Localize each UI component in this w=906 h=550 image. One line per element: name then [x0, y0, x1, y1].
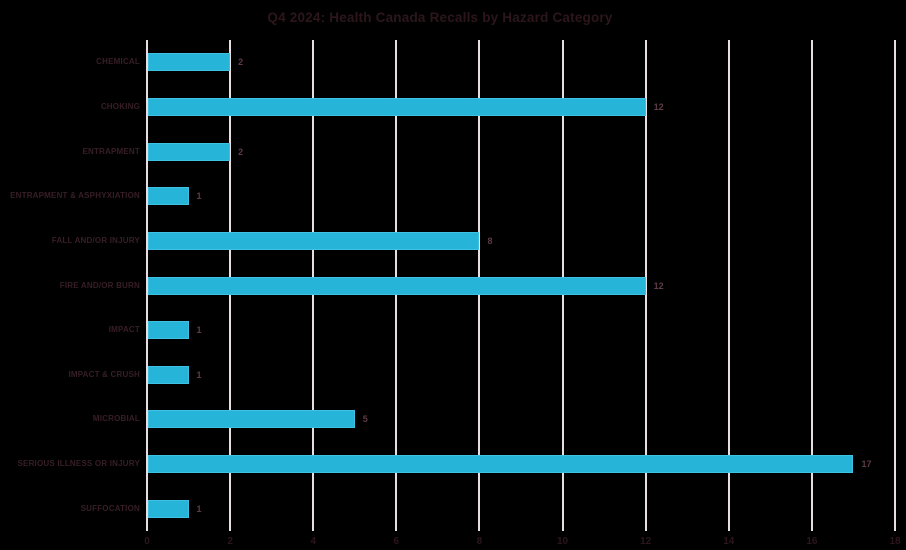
- bar-value-label: 1: [196, 503, 202, 514]
- category-label: MICROBIAL: [92, 414, 140, 424]
- bar: [148, 142, 231, 161]
- gridline: [894, 40, 896, 531]
- bar: [148, 365, 189, 384]
- category-label: SERIOUS ILLNESS OR INJURY: [17, 459, 140, 469]
- x-tick-label: 18: [889, 536, 901, 547]
- x-tick-label: 14: [723, 536, 735, 547]
- x-tick-label: 4: [310, 536, 316, 547]
- x-tick-label: 8: [476, 536, 483, 547]
- bar-value-label: 8: [487, 235, 493, 246]
- y-axis-line: [146, 40, 148, 531]
- gridline: [727, 40, 730, 531]
- gridline: [644, 40, 647, 531]
- bar-value-label: 5: [362, 414, 368, 425]
- bar: [148, 97, 646, 116]
- bar-value-label: 17: [861, 459, 872, 470]
- bar: [148, 53, 231, 72]
- bar-value-label: 1: [196, 325, 202, 336]
- category-label: IMPACT: [108, 325, 140, 335]
- category-label: FALL AND/OR INJURY: [51, 235, 140, 245]
- gridline: [810, 40, 813, 531]
- x-tick-label: 0: [144, 536, 150, 547]
- bar-value-label: 2: [238, 146, 244, 157]
- category-label: FIRE AND/OR BURN: [59, 280, 140, 290]
- x-tick-label: 6: [393, 536, 400, 547]
- bar: [148, 455, 854, 474]
- x-tick-label: 12: [640, 536, 652, 547]
- category-label: CHEMICAL: [96, 57, 140, 67]
- bar: [148, 499, 189, 518]
- category-label: ENTRAPMENT & ASPHYXIATION: [10, 191, 140, 201]
- bar-value-label: 1: [196, 191, 202, 202]
- category-label: IMPACT & CRUSH: [68, 369, 140, 379]
- bar: [148, 321, 189, 340]
- bar: [148, 187, 189, 206]
- bar-value-label: 2: [238, 57, 244, 68]
- bar: [148, 410, 355, 429]
- category-label: ENTRAPMENT: [82, 146, 140, 156]
- bar-value-label: 1: [196, 369, 202, 380]
- x-tick-label: 16: [806, 536, 818, 547]
- x-tick-label: 2: [227, 536, 233, 547]
- bar-value-label: 12: [653, 101, 664, 112]
- bar-value-label: 12: [653, 280, 664, 291]
- category-label: CHOKING: [100, 101, 140, 111]
- bar: [148, 231, 480, 250]
- x-tick-label: 10: [556, 536, 569, 547]
- category-label: SUFFOCATION: [80, 503, 140, 513]
- chart-title: Q4 2024: Health Canada Recalls by Hazard…: [267, 10, 613, 25]
- bar: [148, 276, 646, 295]
